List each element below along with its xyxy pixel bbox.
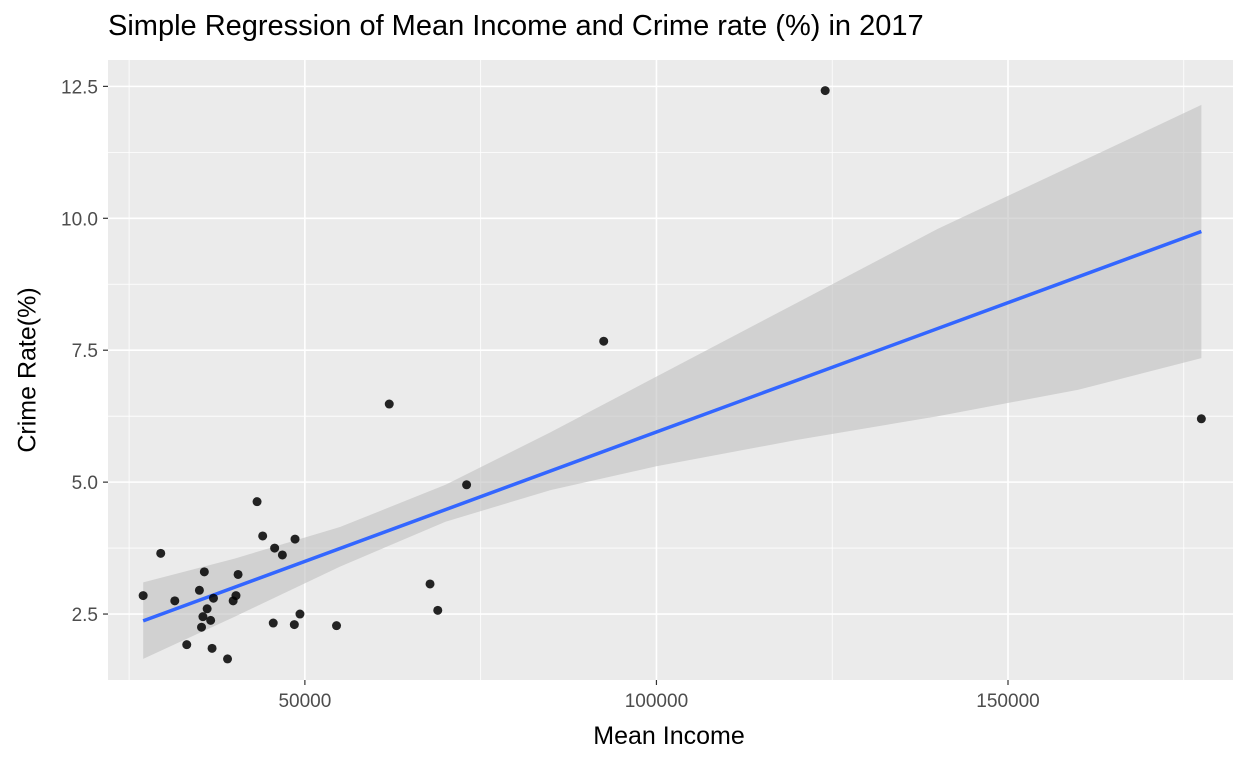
data-point xyxy=(268,618,278,628)
x-tick-label: 150000 xyxy=(976,691,1039,712)
y-axis-title: Crime Rate(%) xyxy=(13,287,42,453)
data-point xyxy=(233,569,243,579)
data-point xyxy=(270,543,280,553)
data-point xyxy=(277,550,287,560)
data-point xyxy=(198,612,208,622)
x-axis-title: Mean Income xyxy=(593,722,745,750)
data-point xyxy=(223,654,233,664)
data-point xyxy=(290,534,300,544)
data-point xyxy=(208,593,218,603)
y-tick-label: 12.5 xyxy=(61,77,98,98)
y-tick-label: 10.0 xyxy=(61,209,98,230)
x-tick-label: 100000 xyxy=(625,691,688,712)
data-point xyxy=(433,605,443,615)
data-point xyxy=(332,621,342,631)
regression-line xyxy=(142,229,1202,623)
data-point xyxy=(384,399,394,409)
data-point xyxy=(182,640,192,650)
y-tick-label: 5.0 xyxy=(72,473,98,494)
chart-title: Simple Regression of Mean Income and Cri… xyxy=(108,10,924,42)
data-point xyxy=(1196,414,1206,424)
data-point xyxy=(258,531,268,541)
data-point xyxy=(231,591,241,601)
y-tick-label: 2.5 xyxy=(72,605,98,626)
data-point xyxy=(295,609,305,619)
data-point xyxy=(289,620,299,630)
data-point xyxy=(462,480,472,490)
x-tick-label: 50000 xyxy=(278,691,331,712)
data-point xyxy=(202,604,212,614)
data-point xyxy=(199,567,209,577)
data-point xyxy=(138,591,148,601)
data-point xyxy=(197,622,207,632)
data-point xyxy=(252,497,262,507)
data-point xyxy=(820,86,830,96)
data-point xyxy=(156,548,166,558)
data-point xyxy=(194,585,204,595)
data-point xyxy=(599,336,609,346)
y-tick-label: 7.5 xyxy=(72,341,98,362)
confidence-band xyxy=(143,104,1202,659)
data-point xyxy=(207,643,217,653)
data-point xyxy=(206,615,216,625)
data-point xyxy=(425,579,435,589)
data-point xyxy=(170,596,180,606)
